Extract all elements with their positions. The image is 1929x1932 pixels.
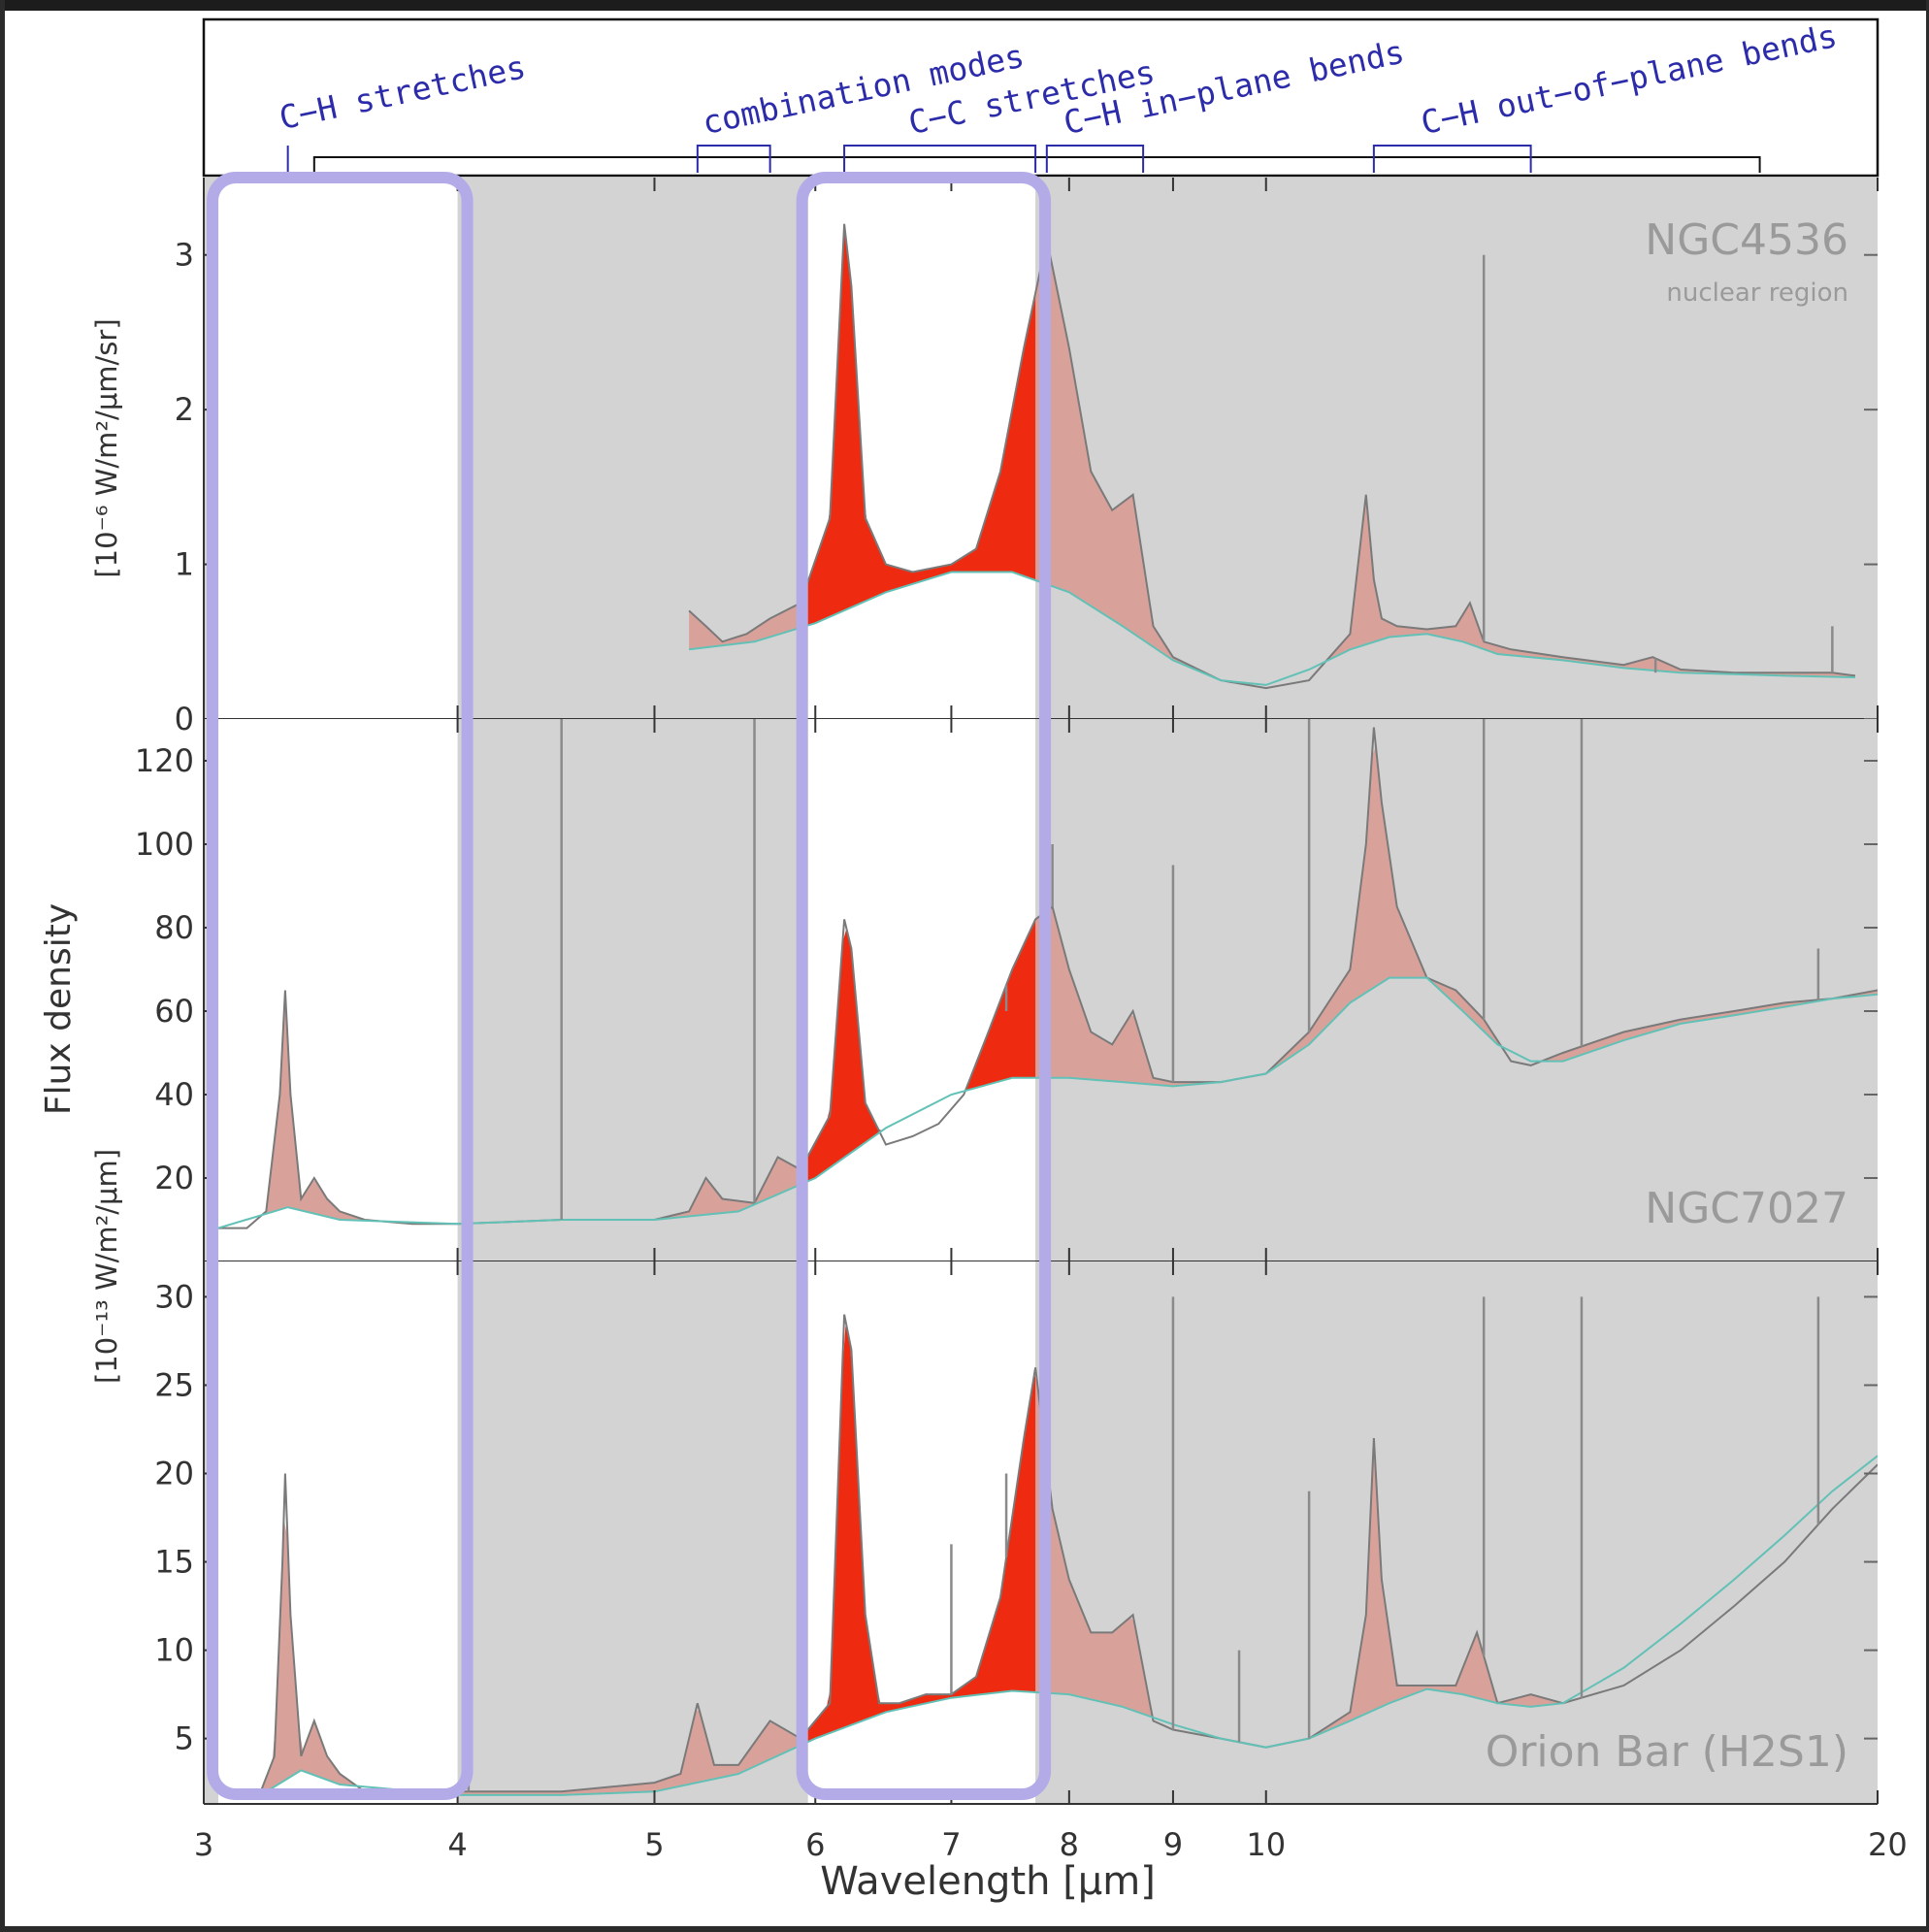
y-tick-label: 2 [175, 391, 194, 428]
x-tick-label: 7 [941, 1826, 961, 1863]
highlight-emission-fill [807, 920, 1036, 1182]
y-tick-label: 10 [154, 1632, 194, 1669]
band-bracket [1372, 145, 1532, 173]
band-bracket [312, 156, 1761, 173]
band-bracket [1045, 145, 1145, 173]
x-tick-label: 6 [805, 1826, 825, 1863]
continuum-line [688, 571, 1856, 686]
y-axis-title-shared: Flux density [39, 903, 79, 1115]
x-axis-title: Wavelength [μm] [820, 1859, 1156, 1904]
y-tick-label: 1 [175, 546, 194, 583]
panel-title: Orion Bar (H2S1) [1486, 1727, 1848, 1777]
y-tick-label: 100 [135, 826, 194, 863]
y-tick-label: 120 [135, 742, 194, 779]
band-emission-fill [260, 1322, 1878, 1795]
window-bottom-edge [0, 1926, 1929, 1932]
panel-axes: 5 10 15 20 25 30 [154, 1261, 1879, 1805]
y-tick-label: 20 [154, 1160, 194, 1196]
x-tick-label: 5 [644, 1826, 664, 1863]
panel-title: NGC7027 [1645, 1184, 1848, 1233]
x-tick-label: 20 [1868, 1826, 1908, 1863]
highlight-window-fill [218, 178, 458, 719]
window-top-edge [0, 0, 1929, 11]
x-tick-label: 10 [1246, 1826, 1286, 1863]
continuum-line [260, 1455, 1878, 1796]
x-tick-label: 4 [447, 1826, 467, 1863]
panel-ngc7027: 20 40 60 80 100 120 NGC7027 [135, 719, 1879, 1262]
y-axis-title-lower: [10⁻¹³ W/m²/μm] [90, 1149, 123, 1384]
continuum-line [217, 976, 1878, 1229]
band-bracket [843, 145, 1037, 173]
y-tick-label: 80 [154, 909, 194, 946]
y-axis-title-top: [10⁻⁶ W/m²/μm/sr] [90, 318, 123, 577]
highlight-window-fill [218, 719, 458, 1261]
highlight-window-fill [218, 1261, 458, 1804]
panel-ngc4536: 0 1 2 3 NGC4536 nuclear region [175, 178, 1879, 737]
y-tick-label: 25 [154, 1366, 194, 1403]
highlight-box [207, 172, 474, 1800]
x-tick-label: 9 [1163, 1826, 1183, 1863]
y-tick-label: 0 [175, 701, 194, 737]
window-left-edge [0, 0, 5, 1932]
panel-subtitle: nuclear region [1666, 278, 1848, 308]
y-tick-label: 5 [175, 1720, 194, 1757]
y-tick-label: 3 [175, 237, 194, 274]
band-bracket [696, 145, 771, 173]
highlight-box [796, 172, 1052, 1800]
spectrum [688, 223, 1856, 690]
y-tick-label: 60 [154, 993, 194, 1030]
y-tick-label: 15 [154, 1544, 194, 1581]
highlight-emission-fill [807, 226, 1036, 626]
panel-orion-bar: 5 10 15 20 25 30 Orion Bar (H2S1) [154, 1261, 1879, 1805]
spectrum-line [688, 223, 1856, 690]
highlight-emission-fill [807, 1322, 1036, 1743]
panel-title: NGC4536 [1645, 215, 1848, 265]
x-axis: 3 4 5 6 7 8 9 10 20 [194, 1826, 1908, 1863]
spectrum-line [218, 727, 1878, 1229]
y-tick-label: 30 [154, 1278, 194, 1315]
band-annotation-frame [202, 17, 1880, 178]
x-tick-label: 3 [194, 1826, 213, 1863]
highlight-boxes [207, 172, 1052, 1800]
x-tick-label: 8 [1060, 1826, 1079, 1863]
window-right-edge [1926, 0, 1929, 1932]
y-tick-label: 20 [154, 1456, 194, 1492]
y-tick-label: 40 [154, 1076, 194, 1113]
